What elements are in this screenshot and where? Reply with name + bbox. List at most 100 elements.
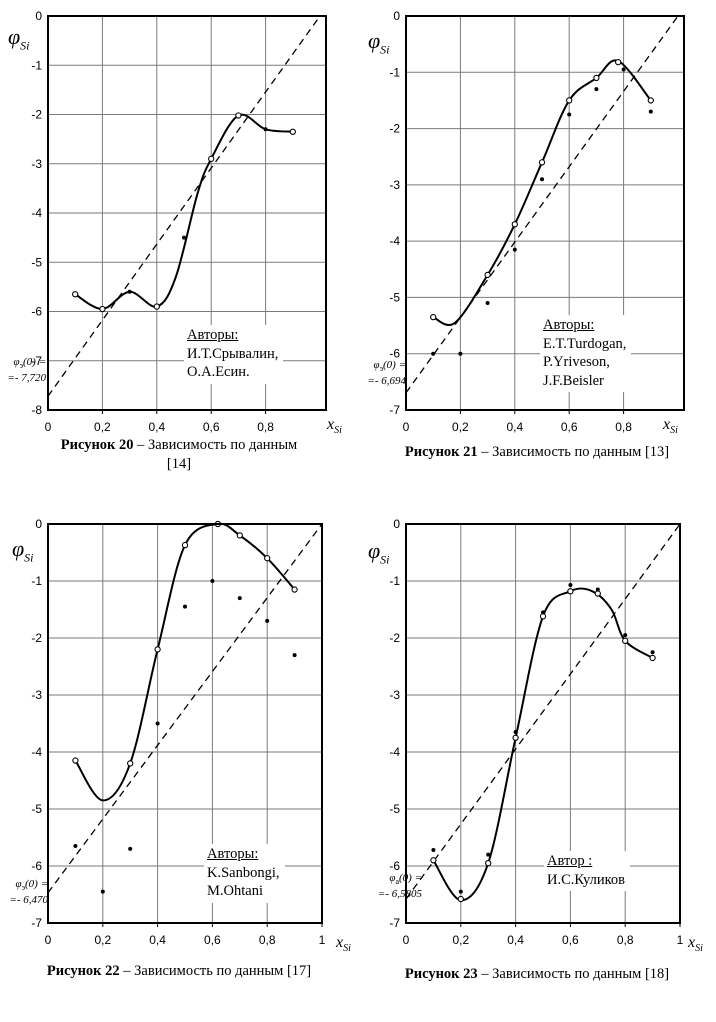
svg-text:0,8: 0,8 [257,420,274,434]
svg-text:0,6: 0,6 [562,933,579,947]
y-axis-label: φSi [8,24,30,53]
phi0-footnote-value: =- 7,720 [7,372,46,385]
figure-caption: Рисунок 20 – Зависимость по данным [14] [60,437,298,472]
svg-text:0,8: 0,8 [617,933,634,947]
annotation-title: Авторы: [187,327,239,343]
svg-text:-4: -4 [31,745,42,759]
svg-text:-4: -4 [31,206,42,220]
phi0-footnote-value: =- 6,5805 [377,888,422,901]
svg-text:0,6: 0,6 [561,420,578,434]
phi0-footnote: φэ(0) = =- 6,694 [358,359,406,388]
svg-text:-6: -6 [31,305,42,319]
svg-text:0: 0 [393,9,400,23]
svg-text:0,6: 0,6 [204,933,221,947]
svg-text:0,4: 0,4 [506,420,523,434]
svg-text:0,4: 0,4 [148,420,165,434]
svg-text:-6: -6 [31,859,42,873]
phi0-footnote-line1: φа(0) = [389,872,422,887]
figure-caption: Рисунок 23 – Зависимость по данным [18] [404,966,670,982]
svg-text:-5: -5 [31,802,42,816]
svg-text:0,4: 0,4 [149,933,166,947]
svg-text:0,2: 0,2 [452,420,469,434]
svg-text:0: 0 [403,933,410,947]
author-name: P.Yriveson, [543,354,610,370]
svg-text:-2: -2 [31,108,42,122]
svg-text:-1: -1 [31,574,42,588]
svg-text:0,8: 0,8 [259,933,276,947]
svg-text:-2: -2 [389,631,400,645]
author-name: K.Sanbongi, [207,864,280,881]
annotation-title: Авторы: [543,317,595,333]
svg-text:-7: -7 [389,916,400,930]
annotation-title: Автор : [547,853,593,869]
author-name: J.F.Beisler [543,372,604,389]
author-name: О.А.Есин. [187,364,250,380]
y-axis-label: φSi [368,28,390,57]
svg-text:-5: -5 [389,802,400,816]
svg-text:0,2: 0,2 [94,420,111,434]
svg-text:-6: -6 [389,347,400,361]
phi0-footnote-line1: φэ(0) = [15,878,48,893]
phi0-footnote-line1: φэ(0) = [373,359,406,374]
svg-text:0,2: 0,2 [94,933,111,947]
phi0-footnote: φэ(0) = =- 7,720 [0,356,46,385]
svg-text:-7: -7 [389,403,400,417]
svg-text:0: 0 [45,933,52,947]
svg-text:0,4: 0,4 [507,933,524,947]
svg-text:0,2: 0,2 [452,933,469,947]
svg-text:-1: -1 [389,65,400,79]
phi0-footnote: φа(0) = =- 6,5805 [358,872,422,901]
svg-text:-2: -2 [389,122,400,136]
y-axis-label: φSi [368,538,390,567]
figure-20-plot: 0 0,2 0,4 0,6 0,8 0 -1 -2 -3 -4 -5 -6 -7 -8 [31,9,327,434]
svg-text:-2: -2 [31,631,42,645]
svg-text:-3: -3 [389,688,400,702]
svg-text:-1: -1 [31,58,42,72]
phi0-footnote-value: =- 6,694 [367,375,406,388]
svg-text:-7: -7 [31,354,42,368]
svg-text:0: 0 [35,9,42,23]
author-name: M.Ohtani [207,883,263,899]
figure-23-plot: 0 0,2 0,4 0,6 0,8 1 0 -1 -2 -3 -4 -5 -6 -7 [389,517,684,947]
svg-text:-8: -8 [31,403,42,417]
x-axis-label: xSi [688,934,703,955]
figure-22-plot: 0 0,2 0,4 0,6 0,8 1 0 -1 -2 -3 -4 -5 -6 -7 [31,517,326,947]
figure-22-block: 0 0,2 0,4 0,6 0,8 1 0 -1 -2 -3 -4 -5 -6 -7 φSi xSi φэ… [0,510,358,1022]
svg-text:-7: -7 [31,916,42,930]
svg-text:0,6: 0,6 [203,420,220,434]
svg-text:-5: -5 [31,255,42,269]
svg-text:-4: -4 [389,234,400,248]
author-name: И.С.Куликов [547,871,625,888]
svg-text:0: 0 [393,517,400,531]
x-axis-label: xSi [327,416,342,437]
figure-23-block: 0 0,2 0,4 0,6 0,8 1 0 -1 -2 -3 -4 -5 -6 -7 φSi xSi φа… [358,510,716,1022]
annotation-title: Авторы: [207,846,259,862]
authors-annotation: Авторы: И.Т.Срывалин, О.А.Есин. [184,325,284,384]
svg-text:1: 1 [319,933,326,947]
author-name: И.Т.Срывалин, [187,345,279,362]
svg-text:-3: -3 [31,688,42,702]
svg-text:0,8: 0,8 [615,420,632,434]
authors-annotation: Авторы: E.T.Turdogan, P.Yriveson, J.F.Be… [540,315,632,392]
phi0-footnote: φэ(0) = =- 6,470 [0,878,48,907]
authors-annotation: Авторы: K.Sanbongi, M.Ohtani [204,844,285,903]
phi0-footnote-line1: φэ(0) = [13,356,46,371]
x-axis-label: xSi [336,934,351,955]
svg-text:-4: -4 [389,745,400,759]
figure-21-block: 0 0,2 0,4 0,6 0,8 0 -1 -2 -3 -4 -5 -6 -7 φSi xSi φэ(… [358,0,716,510]
figure-caption: Рисунок 21 – Зависимость по данным [13] [404,444,670,460]
svg-text:-1: -1 [389,574,400,588]
x-axis-label: xSi [663,416,678,437]
figure-20-block: 0 0,2 0,4 0,6 0,8 0 -1 -2 -3 -4 -5 -6 -7 -8 φSi xSi φ… [0,0,358,510]
svg-text:-3: -3 [31,157,42,171]
svg-text:-5: -5 [389,290,400,304]
y-axis-label: φSi [12,536,34,565]
author-annotation: Автор : И.С.Куликов [544,851,630,891]
author-name: E.T.Turdogan, [543,335,627,352]
svg-text:-6: -6 [389,859,400,873]
svg-text:1: 1 [677,933,684,947]
svg-text:0: 0 [403,420,410,434]
svg-text:0: 0 [35,517,42,531]
phi0-footnote-value: =- 6,470 [9,894,48,907]
